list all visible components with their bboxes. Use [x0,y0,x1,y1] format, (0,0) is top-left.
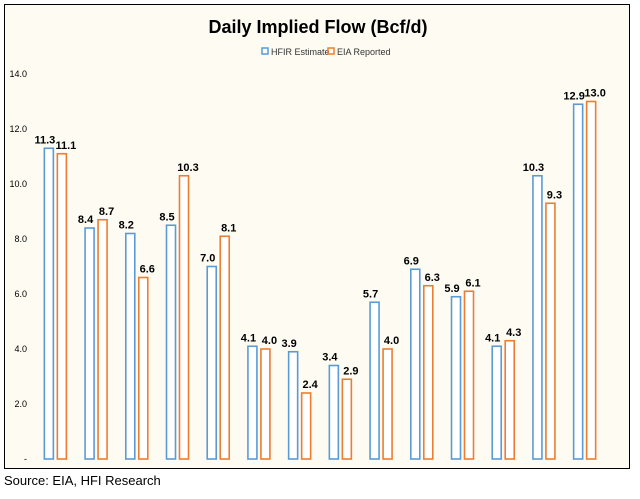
bar [545,202,556,460]
y-tick-label: 8.0 [14,234,27,244]
data-label: 8.7 [99,206,114,218]
bar [572,103,584,460]
bar [247,345,258,460]
bar [84,227,95,460]
bar [124,232,136,460]
bar [137,276,149,460]
data-label: 4.3 [506,327,521,339]
y-tick-label: 14.0 [9,69,27,79]
bar [219,235,231,460]
legend-entry: EIA Reported [337,47,391,57]
bar [328,364,340,460]
bar [165,224,177,460]
data-label: 4.0 [384,335,399,347]
data-label: 12.9 [563,90,584,102]
data-label: 5.7 [363,288,378,300]
bar [300,392,312,460]
legend-swatch [327,47,335,55]
data-label: 10.3 [177,162,198,174]
y-axis: - 2.0 4.0 6.0 8.0 10.0 12.0 14.0 [9,69,27,464]
y-tick-label: 4.0 [14,344,27,354]
legend-entry: HFIR Estimate [271,47,330,57]
y-tick-label: - [24,454,27,464]
data-label: 6.6 [140,264,155,276]
data-label: 13.0 [584,88,605,100]
bar [585,100,597,460]
bar [178,174,190,460]
data-label: 6.1 [465,277,480,289]
data-label: 3.4 [322,352,338,364]
bar [382,348,393,460]
data-label: 4.1 [241,332,256,344]
y-tick-label: 10.0 [9,179,27,189]
bar [463,290,475,460]
bar [532,174,543,460]
bar [97,218,108,460]
y-tick-label: 2.0 [14,399,27,409]
data-label: 2.4 [302,379,318,391]
bar [422,284,434,460]
data-label: 8.5 [159,211,174,223]
bar [206,265,218,460]
data-label: 11.1 [55,140,76,152]
data-label: 4.0 [262,335,277,347]
bar [504,339,516,460]
chart-legend: HFIR Estimate EIA Reported [261,47,391,57]
data-label: 3.9 [281,338,296,350]
bar [491,345,503,460]
data-labels-group: 11.3 11.1 8.4 8.7 8.2 6.6 8.5 10.3 7.0 8.1 4.1 4.0 3… [34,88,605,392]
chart-title: Daily Implied Flow (Bcf/d) [208,17,427,37]
y-tick-label: 6.0 [14,289,27,299]
chart-svg: Daily Implied Flow (Bcf/d) HFIR Estimate… [9,17,605,464]
chart-frame: Daily Implied Flow (Bcf/d) HFIR Estimate… [4,4,630,469]
bar [43,147,55,460]
data-label: 11.3 [34,134,55,146]
data-label: 6.9 [404,255,419,267]
data-label: 6.3 [425,272,440,284]
data-label: 7.0 [200,253,215,265]
bar [450,295,462,460]
data-label: 8.1 [221,222,236,234]
bar [341,378,353,460]
legend-swatch [261,47,269,55]
data-label: 8.2 [119,220,134,232]
data-label: 2.9 [343,365,358,377]
bar [287,350,299,460]
data-label: 9.3 [547,189,562,201]
bar [260,348,271,460]
y-tick-label: 12.0 [9,124,27,134]
bars-group [43,100,597,460]
data-label: 4.1 [485,332,500,344]
bar [409,268,421,460]
bar [369,301,380,460]
bar [56,152,68,460]
source-note: Source: EIA, HFI Research [4,473,161,488]
data-label: 10.3 [523,162,544,174]
data-label: 5.9 [444,283,459,295]
data-label: 8.4 [78,214,94,226]
